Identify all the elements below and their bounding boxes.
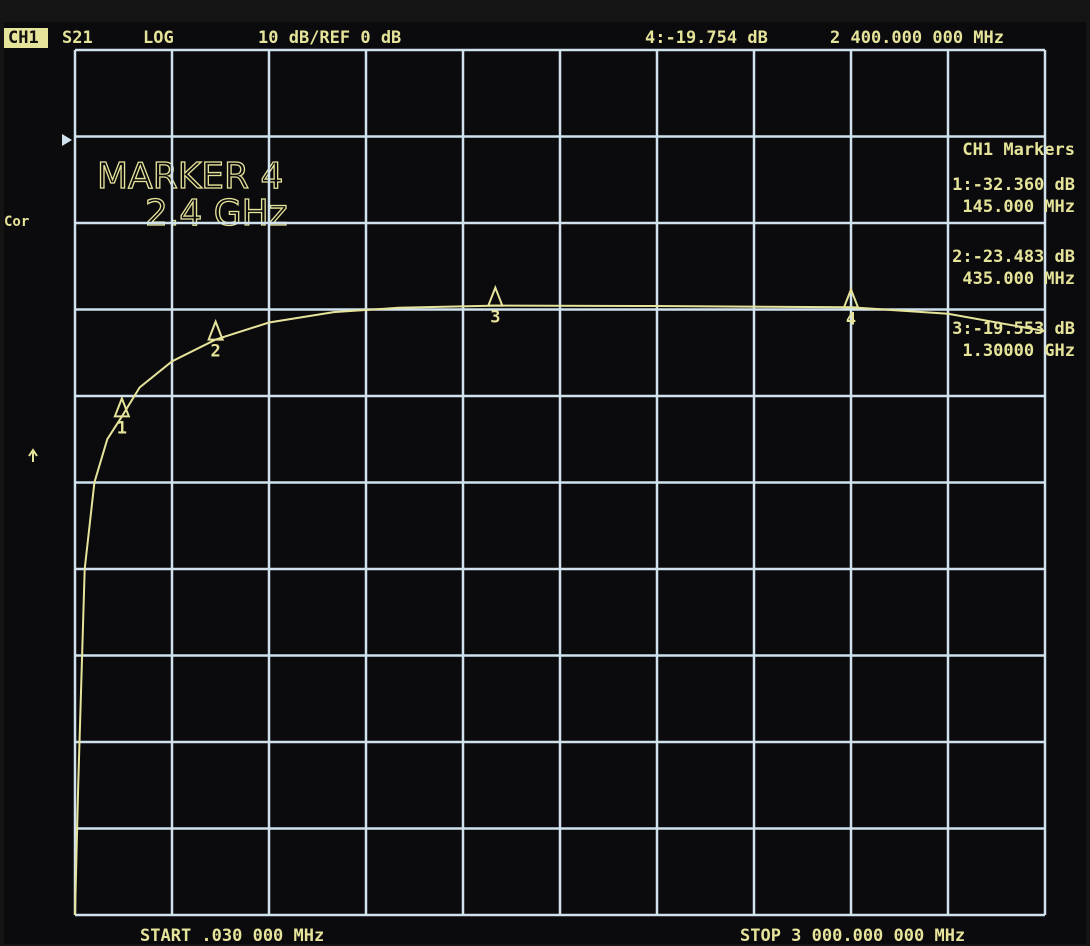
stop: STOP 3 000.000 000 MHz [740, 926, 965, 946]
active-marker-value: 4:-19.754 dB [645, 28, 768, 48]
active-marker-freq: 2 400.000 000 MHz [830, 28, 1004, 48]
marker-readout-value: 2:-23.483 dB [952, 247, 1075, 267]
marker-label: 4 [846, 309, 856, 329]
channel-box [4, 28, 48, 48]
marker [486, 284, 504, 307]
marker-readout-freq: 145.000 MHz [962, 197, 1075, 217]
scroll-arrow [28, 448, 38, 462]
marker-label: 3 [490, 308, 500, 328]
marker-title: MARKER 4 [97, 156, 283, 197]
marker-readout-value: 3:-19.553 dB [952, 319, 1075, 339]
marker-readout-value: 1:-32.360 dB [952, 175, 1075, 195]
marker-label: 2 [211, 342, 221, 362]
ref-indicator [62, 134, 72, 146]
scale: 10 dB/REF 0 dB [258, 28, 401, 48]
marker-readout-freq: 435.000 MHz [962, 269, 1075, 289]
channel: CH1 [8, 28, 39, 48]
parameter: S21 [62, 28, 93, 48]
markers-panel-title: CH1 Markers [962, 140, 1075, 160]
marker-readout-freq: 1.30000 GHz [962, 341, 1075, 361]
marker [207, 318, 225, 341]
marker [842, 286, 860, 309]
marker-label: 1 [117, 418, 127, 438]
start: START .030 000 MHz [140, 926, 324, 946]
correction: Cor [4, 214, 29, 230]
marker [113, 395, 131, 418]
marker-freq: 2.4 GHz [145, 193, 288, 234]
format: LOG [143, 28, 174, 48]
